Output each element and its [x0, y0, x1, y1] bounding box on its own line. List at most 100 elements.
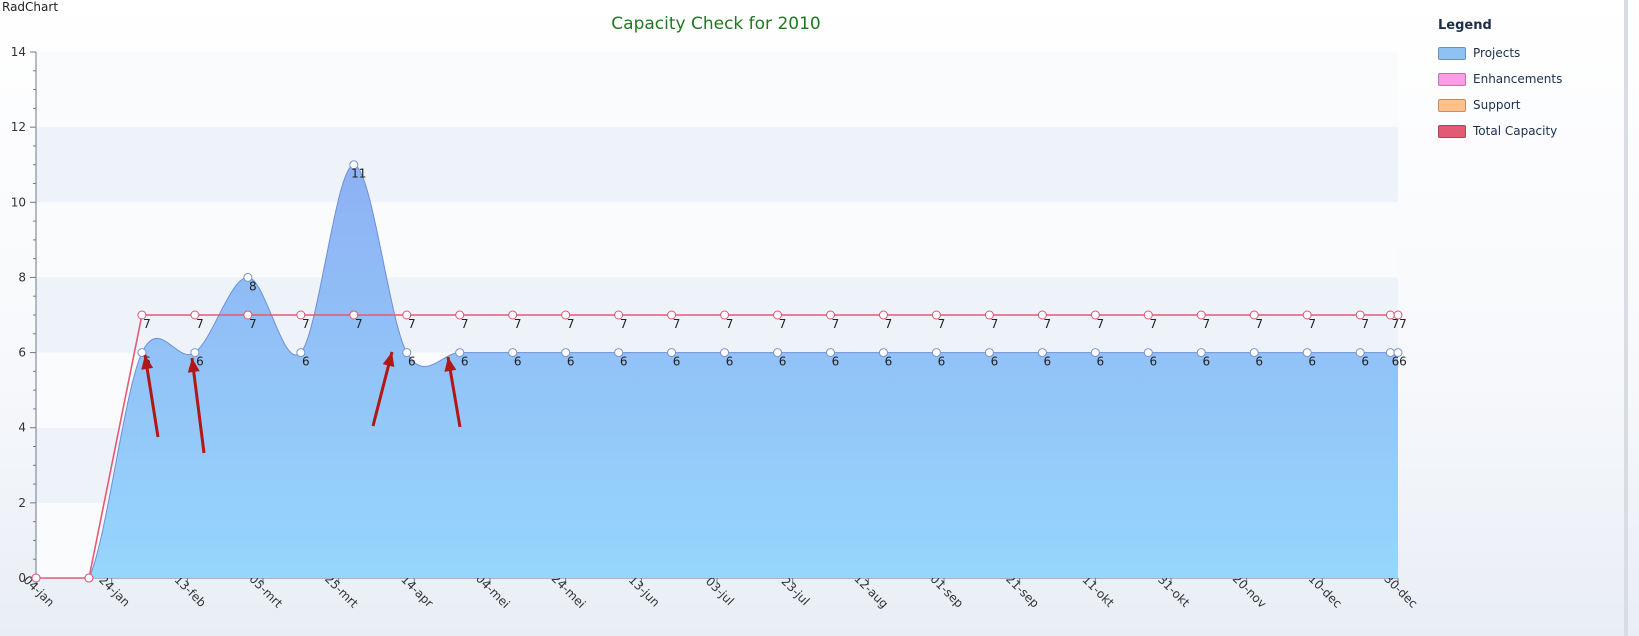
chart-title: Capacity Check for 2010: [611, 14, 821, 34]
y-tick-label: 14: [11, 45, 26, 59]
data-label-total-capacity: 7: [302, 317, 310, 331]
point-projects: [1249, 348, 1259, 358]
point-projects: [1355, 348, 1365, 358]
legend-item-support: Support: [1438, 92, 1562, 118]
y-tick-label: 8: [18, 270, 26, 284]
y-tick-label: 4: [18, 421, 26, 435]
data-label-projects: 6: [991, 355, 999, 369]
point-projects: [773, 348, 783, 358]
series-lines: [36, 314, 1398, 579]
data-label-projects: 6: [620, 355, 628, 369]
data-label-projects: 6: [302, 355, 310, 369]
point-total-capacity: [614, 310, 624, 320]
series-projects-area: [36, 164, 1398, 578]
data-label-total-capacity: 7: [1308, 317, 1316, 331]
data-label-projects: 6: [567, 355, 575, 369]
markers: 6686116666666666666666666667777777777777…: [31, 160, 1407, 583]
point-total-capacity: [931, 310, 941, 320]
point-total-capacity: [773, 310, 783, 320]
legend-label-projects: Projects: [1473, 46, 1521, 60]
point-total-capacity: [1143, 310, 1153, 320]
point-projects: [931, 348, 941, 358]
data-label-total-capacity: 7: [779, 317, 787, 331]
data-label-total-capacity: 7: [1255, 317, 1263, 331]
data-label-total-capacity: 7: [408, 317, 416, 331]
data-label-total-capacity: 7: [1044, 317, 1052, 331]
data-label-projects: 6: [779, 355, 787, 369]
data-label-total-capacity: 7: [673, 317, 681, 331]
data-label-projects: 6: [1392, 355, 1400, 369]
data-label-total-capacity: 7: [1149, 317, 1157, 331]
point-total-capacity: [190, 310, 200, 320]
point-projects: [1037, 348, 1047, 358]
point-total-capacity: [243, 310, 253, 320]
x-tick-label: 03-jul: [703, 574, 737, 608]
point-projects: [826, 348, 835, 358]
data-label-projects: 6: [1361, 355, 1369, 369]
legend-item-projects: Projects: [1438, 40, 1562, 66]
annotation-arrow-head: [444, 357, 457, 372]
data-label-total-capacity: 7: [1399, 317, 1407, 331]
annotation-arrow-head: [141, 355, 154, 370]
point-projects: [402, 348, 412, 358]
point-total-capacity: [1302, 310, 1312, 320]
data-label-projects: 6: [1399, 355, 1407, 369]
point-projects: [508, 348, 518, 358]
x-tick-label: 23-jul: [779, 574, 813, 608]
grid-band: [36, 202, 1398, 278]
data-label-total-capacity: 7: [1097, 317, 1105, 331]
data-label-projects: 6: [1044, 355, 1052, 369]
data-label-projects: 8: [249, 279, 257, 293]
data-label-total-capacity: 7: [143, 317, 151, 331]
annotation-arrow-head: [187, 358, 200, 373]
point-total-capacity: [455, 310, 465, 320]
point-projects: [984, 348, 994, 358]
data-label-total-capacity: 7: [938, 317, 946, 331]
grid-band: [36, 52, 1398, 128]
data-label-projects: 6: [196, 355, 204, 369]
annotation-arrow-head: [382, 352, 395, 368]
point-total-capacity: [402, 310, 412, 320]
data-label-projects: 6: [1097, 355, 1105, 369]
point-projects: [137, 348, 147, 358]
data-label-projects: 6: [938, 355, 946, 369]
legend-title: Legend: [1438, 18, 1492, 33]
data-label-total-capacity: 7: [885, 317, 893, 331]
data-label-projects: 6: [461, 355, 469, 369]
point-total-capacity: [1355, 310, 1365, 320]
data-label-total-capacity: 7: [355, 317, 363, 331]
point-total-capacity: [349, 310, 359, 320]
data-label-total-capacity: 7: [461, 317, 469, 331]
point-total-capacity: [1196, 310, 1206, 320]
data-label-projects: 6: [1149, 355, 1157, 369]
y-tick-label: 2: [18, 496, 26, 510]
point-projects: [878, 348, 888, 358]
point-total-capacity: [1249, 310, 1259, 320]
data-label-total-capacity: 7: [567, 317, 575, 331]
point-total-capacity: [561, 310, 571, 320]
grid-band: [36, 127, 1398, 203]
data-label-total-capacity: 7: [832, 317, 840, 331]
legend: Legend Projects Enhancements Support Tot…: [1438, 18, 1562, 144]
data-label-total-capacity: 7: [514, 317, 522, 331]
data-label-total-capacity: 7: [620, 317, 628, 331]
point-total-capacity: [137, 310, 147, 320]
point-total-capacity: [296, 310, 306, 320]
data-label-projects: 6: [726, 355, 734, 369]
point-total-capacity: [984, 310, 994, 320]
point-projects: [296, 348, 306, 358]
legend-item-enhancements: Enhancements: [1438, 66, 1562, 92]
y-tick-label: 6: [18, 346, 26, 360]
point-total-capacity: [84, 573, 94, 583]
data-label-projects: 6: [1202, 355, 1210, 369]
series-total-capacity-line: [36, 314, 1398, 579]
app-label: RadChart: [2, 0, 59, 14]
data-label-total-capacity: 7: [196, 317, 204, 331]
legend-item-total-capacity: Total Capacity: [1438, 118, 1562, 144]
point-total-capacity: [1037, 310, 1047, 320]
point-projects: [243, 272, 253, 282]
data-label-total-capacity: 7: [1361, 317, 1369, 331]
data-label-projects: 6: [408, 355, 416, 369]
point-projects: [455, 348, 465, 358]
